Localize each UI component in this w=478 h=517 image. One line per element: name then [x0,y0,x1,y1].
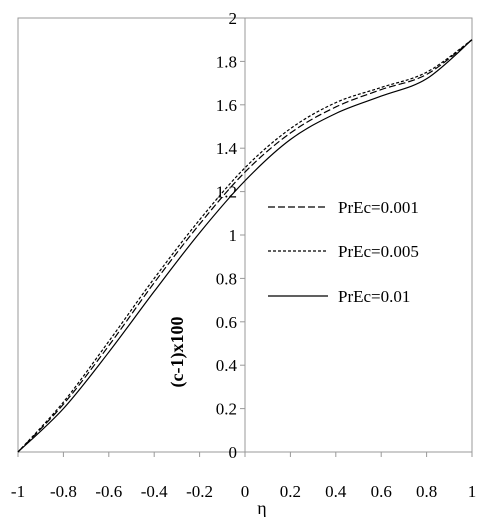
x-tick-label: 0 [241,482,250,501]
y-tick-label: 1.8 [216,52,237,71]
legend: PrEc=0.001 PrEc=0.005 PrEc=0.01 [268,198,419,306]
series-line-1 [17,39,473,453]
legend-label-1: PrEc=0.001 [338,198,419,217]
x-tick-label: -0.8 [50,482,77,501]
y-tick-label: 0.6 [216,313,237,332]
x-tick-label: -0.2 [186,482,213,501]
x-tick-label: -0.4 [141,482,168,501]
y-tick-label: 1 [229,226,238,245]
y-tick-label: 0 [229,443,238,462]
x-tick-label: 1 [468,482,477,501]
y-tick-label: 0.4 [216,356,238,375]
axes [17,17,473,457]
x-tick-label: 0.2 [280,482,301,501]
y-tick-label: 2 [229,9,238,28]
x-tick-label: 0.6 [371,482,392,501]
y-axis-label: (c-1)x100 [167,317,188,388]
series-line-3 [17,39,473,453]
x-tick-label: 0.8 [416,482,437,501]
y-tick-label: 1.4 [216,139,238,158]
y-tick-label: 0.2 [216,400,237,419]
y-tick-label: 1.6 [216,96,237,115]
tick-labels: 0 0.2 0.4 0.6 0.8 1 1.2 1.4 1.6 1.8 2 -1 -0.8 -0.6 -0.… [11,9,476,501]
x-tick-label: 0.4 [325,482,347,501]
y-tick-label: 0.8 [216,269,237,288]
x-tick-label: -0.6 [95,482,122,501]
series-lines [17,39,473,453]
x-tick-label: -1 [11,482,25,501]
legend-label-3: PrEc=0.01 [338,287,410,306]
x-axis-label: η [257,498,266,517]
y-tick-label: 1.2 [216,183,237,202]
legend-label-2: PrEc=0.005 [338,242,419,261]
